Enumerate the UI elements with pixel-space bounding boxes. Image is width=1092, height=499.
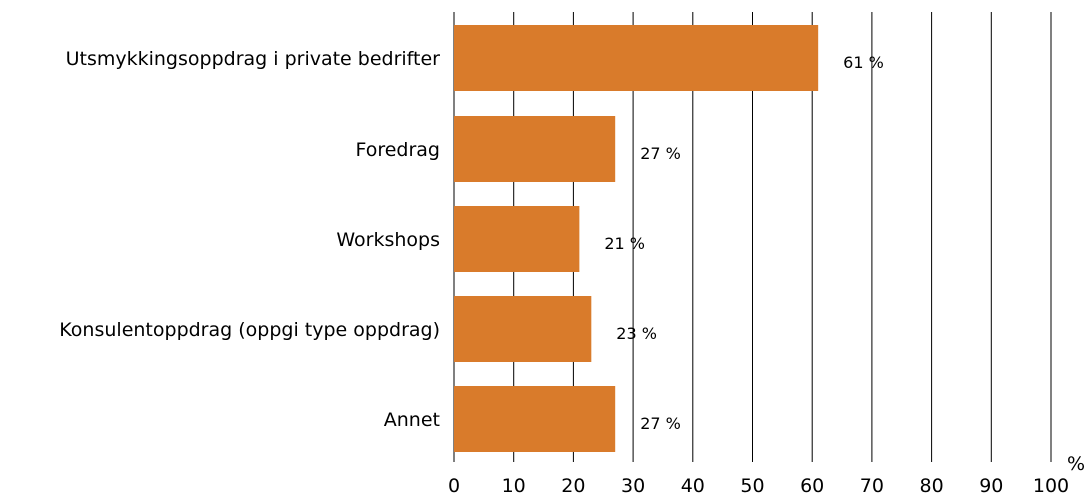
bar: [454, 116, 616, 182]
x-axis-unit-label: %: [1067, 453, 1085, 475]
bar: [454, 206, 580, 272]
category-label: Utsmykkingsoppdrag i private bedrifter: [66, 48, 441, 70]
x-tick-label: 70: [860, 475, 884, 497]
data-labels: 61 % 27 % 21 % 23 % 27 %: [604, 53, 883, 433]
x-tick-label: 10: [502, 475, 526, 497]
bar: [454, 296, 592, 362]
data-label: 27 %: [640, 414, 681, 433]
x-tick-label: 60: [800, 475, 824, 497]
data-label: 23 %: [616, 324, 657, 343]
data-label: 27 %: [640, 144, 681, 163]
bar: [454, 25, 819, 91]
x-tick-label: 20: [561, 475, 585, 497]
x-tick-label: 40: [681, 475, 705, 497]
x-tick-label: 0: [448, 475, 460, 497]
category-label: Foredrag: [355, 139, 440, 161]
bars: [454, 25, 819, 452]
x-tick-label: 80: [920, 475, 944, 497]
x-tick-label: 90: [979, 475, 1003, 497]
data-label: 21 %: [604, 234, 645, 253]
category-label: Konsulentoppdrag (oppgi type oppdrag): [59, 319, 440, 341]
x-tick-label: 30: [621, 475, 645, 497]
category-label: Workshops: [336, 229, 440, 251]
x-axis-ticks: 0 10 20 30 40 50 60 70 80 90 100: [448, 475, 1069, 497]
category-labels: Utsmykkingsoppdrag i private bedrifter Fo…: [59, 48, 440, 431]
data-label: 61 %: [843, 53, 884, 72]
bar: [454, 386, 616, 452]
x-tick-label: 50: [740, 475, 764, 497]
x-tick-label: 100: [1033, 475, 1069, 497]
category-label: Annet: [384, 409, 440, 431]
